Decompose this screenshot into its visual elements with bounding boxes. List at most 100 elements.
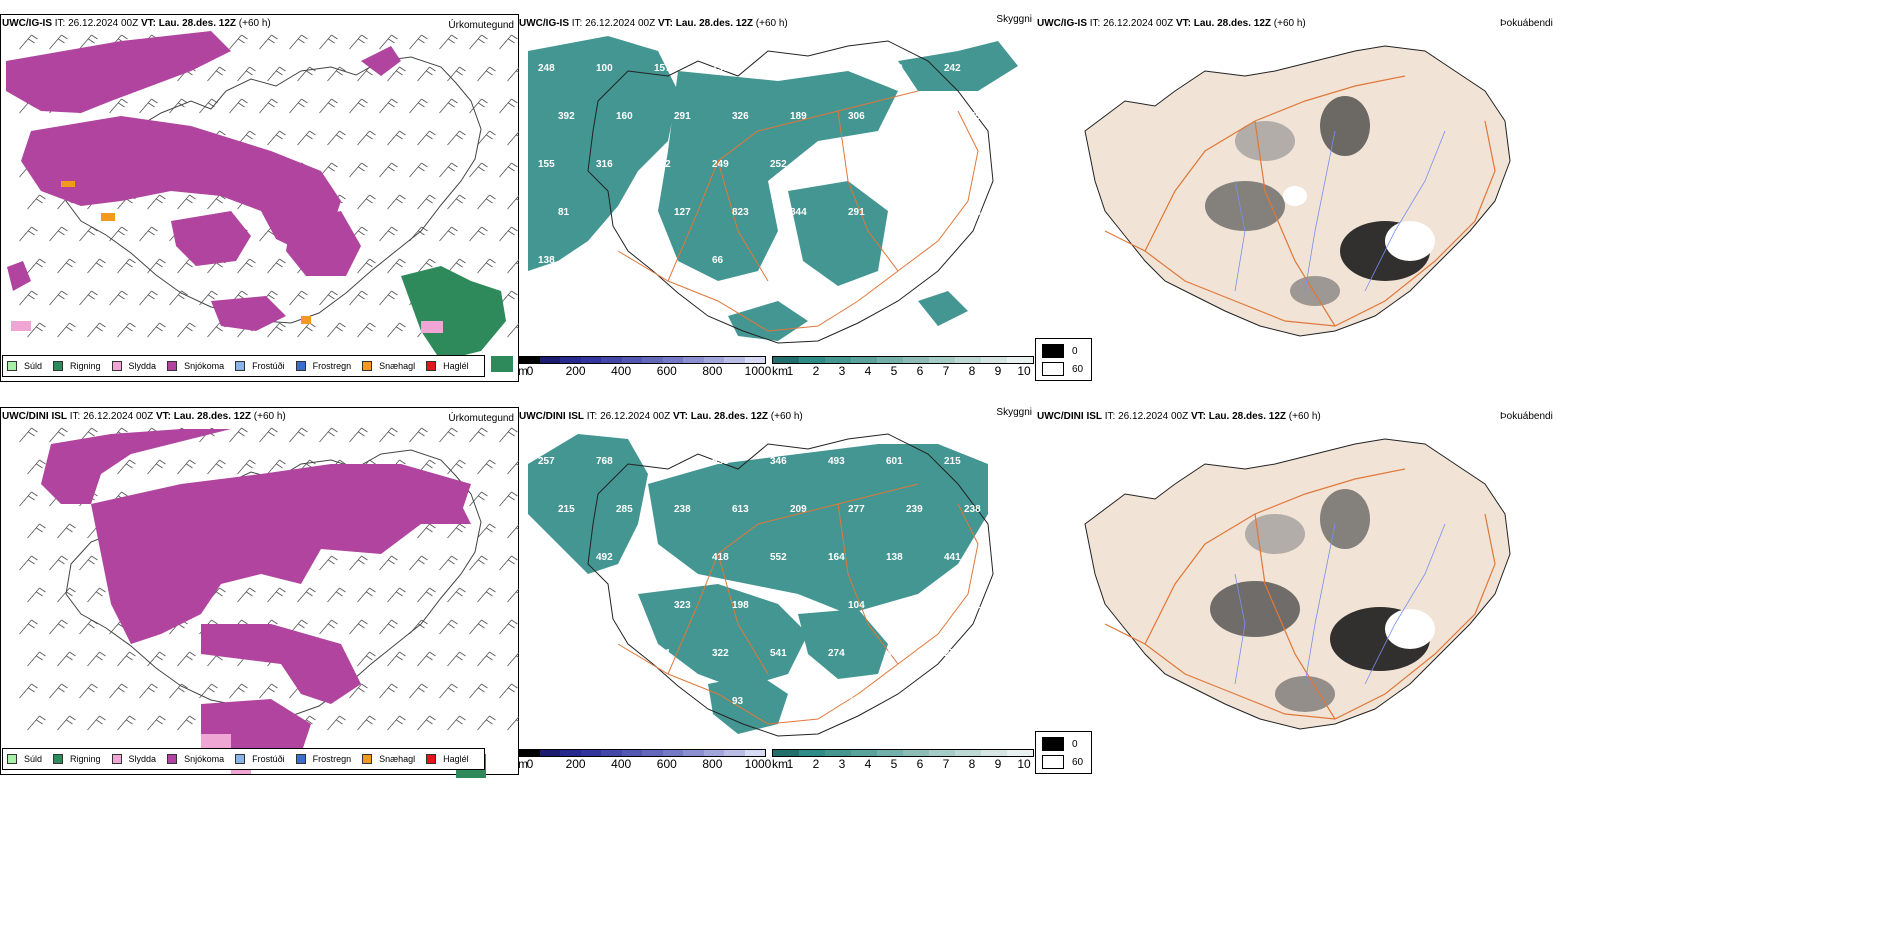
road-network [1104,468,1496,720]
height-label: 160 [616,111,633,122]
wind-barb [117,715,136,731]
wind-barb [117,258,136,274]
wind-barb [229,427,248,443]
height-label: 100 [596,63,613,74]
wind-barb [237,587,256,603]
fog-label-60: 60 [1072,757,1084,768]
wind-barb [289,98,308,114]
wind-barb [267,459,286,475]
height-label: 983 [596,255,613,266]
fog-swatch-white [1042,755,1064,769]
wind-barb [387,322,406,338]
wind-barb [469,427,488,443]
wind-barb [439,683,458,699]
row1-fog-map [1084,45,1511,337]
row2-fog-header: UWC/DINI ISL IT: 26.12.2024 00Z VT: Lau.… [1037,411,1321,422]
wind-barb [357,322,376,338]
colorbar-tick: 1 [786,364,794,378]
wind-barb [409,226,428,242]
wind-barb [19,226,38,242]
height-label: 81 [558,207,570,218]
wind-barb [469,619,488,635]
wind-barb [477,258,496,274]
row2-fog-map [1084,438,1511,730]
legend-label: Slydda [128,754,157,764]
colorbar-tick: 8 [968,364,976,378]
wind-barb [349,683,368,699]
colorbar-cell [683,750,704,756]
height-label: 97 [790,696,802,707]
wind-barb [447,459,466,475]
wind-barb [357,587,376,603]
row2-precip-panel: UWC/DINI ISL IT: 26.12.2024 00Z VT: Lau.… [0,393,520,778]
wind-barb [289,290,308,306]
low-cloud-areas [528,434,988,734]
colorbar-cell [955,750,981,756]
row1-m-colorbar [518,356,766,364]
wind-barb [357,130,376,146]
legend-label: Haglél [443,361,469,371]
wind-barb [319,619,338,635]
height-label: 215 [944,456,961,467]
wind-barb [27,715,46,731]
height-label: 982 [906,111,923,122]
wind-barb [507,715,519,731]
colorbar-cell [981,357,1007,363]
wind-barb [417,651,436,667]
row1-m-unit: m [518,364,528,378]
height-label: 252 [770,159,787,170]
wind-barb [27,322,46,338]
height-label: 291 [848,207,865,218]
colorbar-cell [929,750,955,756]
wind-barb [469,226,488,242]
height-label: 164 [828,552,845,563]
colorbar-cell [825,357,851,363]
legend-swatch [7,754,17,764]
wind-barb [447,651,466,667]
colorbar-tick: 1000 [744,757,772,771]
row1-fog-header: UWC/IG-IS IT: 26.12.2024 00Z VT: Lau. 28… [1037,18,1306,29]
wind-barb [27,194,46,210]
precip-type-list: Súld Rigning Slydda Snjókoma Frostúði Frostre… [7,361,480,371]
wind-barb [319,34,338,50]
height-label: 236 [790,600,807,611]
wind-barb [357,715,376,731]
low-cloud-areas [528,36,1018,341]
wind-barb [49,290,68,306]
legend-item: Snæhagl [362,754,415,764]
wind-barb [477,459,496,475]
legend-swatch [362,361,373,371]
legend-swatch [167,361,178,371]
wind-barb [267,130,286,146]
wind-barb [267,322,286,338]
height-label: 441 [944,552,961,563]
colorbar-cell [519,750,540,756]
colorbar-cell [773,357,799,363]
colorbar-cell [955,357,981,363]
height-label: 466 [558,696,575,707]
height-label: 768 [596,456,613,467]
wind-barb [297,587,316,603]
legend-item: Haglél [426,361,469,371]
colorbar-cell [662,750,683,756]
legend-item: Rigning [53,361,101,371]
colorbar-cell [799,357,825,363]
height-label: 127 [674,207,691,218]
legend-label: Frostregn [312,361,352,371]
height-label: 138 [538,255,555,266]
road-network [617,90,979,332]
wind-barb [79,683,98,699]
colorbar-cell [601,357,622,363]
legend-item: Rigning [53,754,101,764]
row1-km-ticks: 1 2 3 4 5 6 7 8 9 10 [786,364,1031,378]
wind-barb [319,98,338,114]
colorbar-cell [621,357,642,363]
wind-barb [439,162,458,178]
wind-barb [477,651,496,667]
height-label: 613 [732,504,749,515]
height-label: 69 [616,207,628,218]
row1-vis-map: 248 100 157 137 154 464 180 242 392 160 291 326 189 3… [528,36,1018,344]
height-label: 189 [790,111,807,122]
wind-barb [349,427,368,443]
wind-barb [507,322,519,338]
